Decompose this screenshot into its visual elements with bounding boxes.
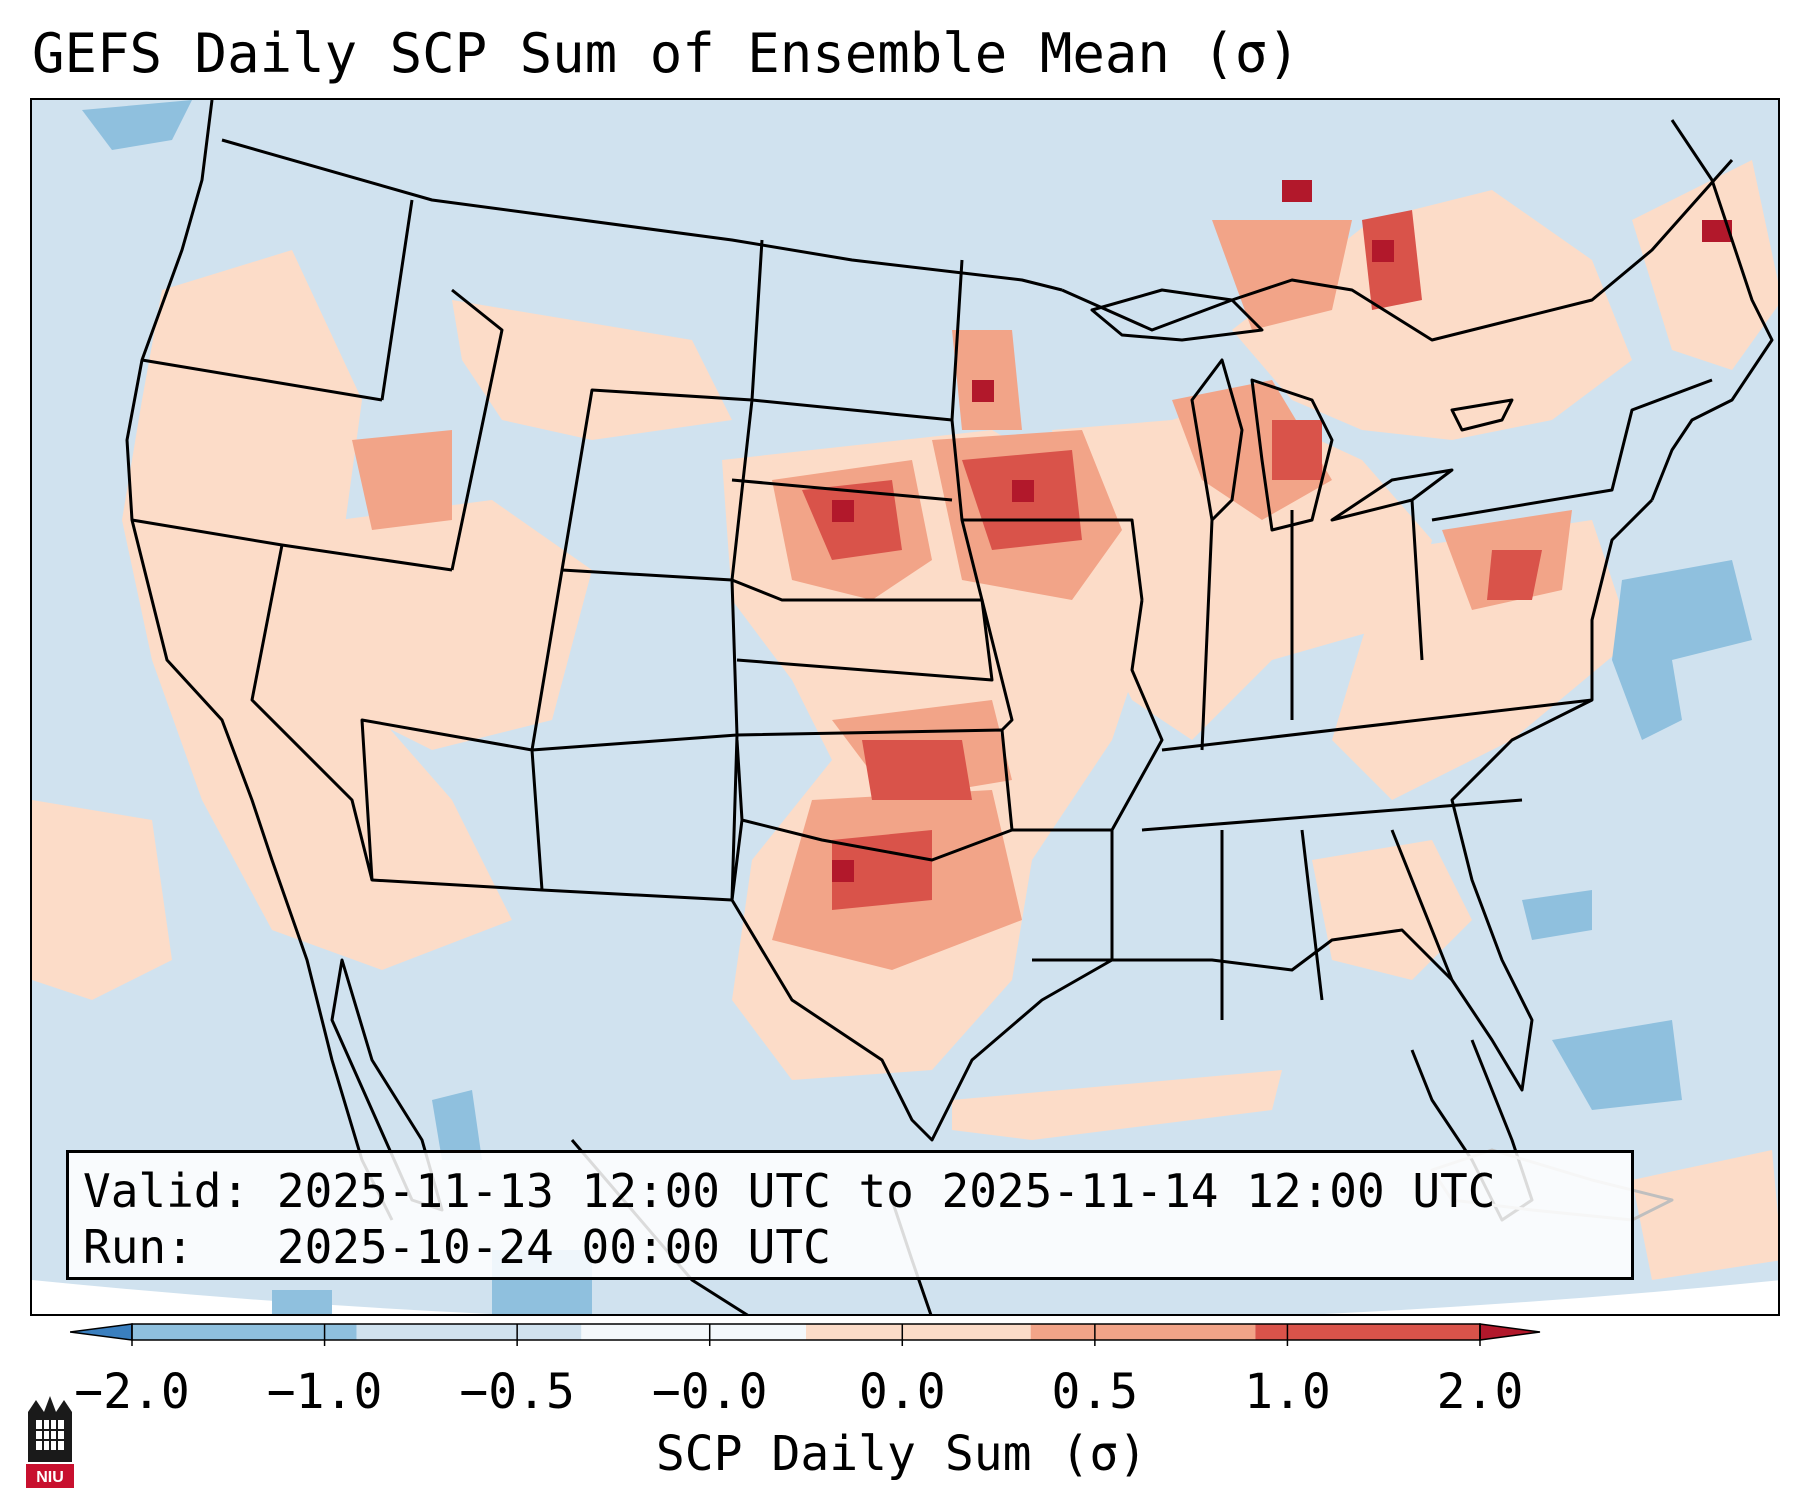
colorbar-segment — [132, 1324, 357, 1340]
colorbar-segment — [356, 1324, 582, 1340]
anomaly-area-midwest — [1052, 400, 1432, 740]
anomaly-cell — [972, 380, 994, 402]
anomaly-cell — [1282, 180, 1312, 202]
coast-northeast — [1650, 119, 1774, 501]
colorbar-segment — [1030, 1324, 1256, 1340]
boundaries — [125, 100, 1774, 1314]
validity-info-box: Valid: 2025-11-13 12:00 UTC to 2025-11-1… — [66, 1150, 1634, 1280]
state-nm-border — [531, 733, 739, 902]
colorbar-segment — [581, 1324, 806, 1340]
colorbar-tick-label: 0.0 — [858, 1364, 946, 1420]
coastline-west — [125, 100, 394, 1221]
colorbar-extend-low — [70, 1323, 133, 1341]
anomaly-area-atlantic — [1632, 1150, 1778, 1280]
anomaly-area-atlantic-neg3 — [1522, 890, 1592, 940]
anomaly-area-southeast — [1312, 840, 1472, 980]
gulf-coast — [1112, 498, 1654, 1092]
colorbar-tick-label: −0.5 — [459, 1364, 575, 1420]
anomaly-area-montana — [452, 300, 732, 440]
anomaly-area-pacific — [32, 800, 172, 1000]
anomaly-area-quebec — [1632, 160, 1778, 370]
lake-michigan — [1190, 358, 1244, 522]
anomaly-area-utah — [352, 430, 452, 530]
colorbar-extend-high — [1479, 1323, 1541, 1341]
lake-superior — [1090, 288, 1264, 342]
colorbar-tick-label: 1.0 — [1244, 1364, 1331, 1420]
state-ar-la — [1012, 828, 1112, 962]
run-label: Run: — [83, 1220, 194, 1274]
state-wa-or — [141, 358, 383, 402]
anomaly-area-michigan — [1172, 380, 1332, 520]
anomaly-area-atlantic-neg2 — [1552, 1020, 1682, 1110]
colorbar-tick-label: −1.0 — [266, 1364, 383, 1420]
anomaly-field — [32, 100, 1778, 1314]
state-ca-nv — [250, 544, 374, 881]
anomaly-area-greatbasin — [262, 500, 592, 750]
anomaly-area-pennsylvania-core — [1487, 550, 1542, 600]
valid-label: Valid: — [83, 1164, 250, 1218]
colorbar-segment — [806, 1324, 1031, 1340]
anomaly-cell — [1372, 240, 1394, 262]
colorbar-tick-label: 0.5 — [1051, 1364, 1139, 1420]
state-mississippi-river — [1110, 599, 1164, 960]
state-pa-ny — [1431, 378, 1713, 522]
colorbar-tick-label: −2.0 — [74, 1364, 190, 1420]
anomaly-area-gulf — [952, 1070, 1282, 1140]
valid-value: 2025-11-13 12:00 UTC to 2025-11-14 12:00… — [276, 1164, 1496, 1218]
state-idaho-montana — [380, 199, 504, 571]
anomaly-area-pacific-neg — [82, 100, 192, 150]
canada-border — [221, 138, 1063, 292]
run-value: 2025-10-24 00:00 UTC — [276, 1220, 831, 1274]
anomaly-area-michigan-core — [1272, 420, 1322, 480]
projection-edge — [32, 1280, 1778, 1314]
texas-outline — [730, 819, 1113, 1142]
niu-logo: NIU — [26, 1396, 74, 1488]
chart-title: GEFS Daily SCP Sum of Ensemble Mean (σ) — [32, 22, 1300, 85]
state-mn-ia-mo — [950, 419, 1144, 732]
anomaly-area-south-neg — [272, 1290, 332, 1314]
anomaly-area-ontario — [1212, 220, 1352, 330]
lake-michigan-lower — [1250, 378, 1334, 532]
anomaly-area-oklahoma-core — [832, 830, 932, 910]
colorbar-label: SCP Daily Sum (σ) — [655, 1426, 1148, 1482]
state-il-in-oh — [1200, 499, 1424, 751]
colorbar-segment — [1255, 1324, 1480, 1340]
scp-map — [32, 100, 1778, 1314]
state-ms-al-ga — [1220, 829, 1454, 1020]
lake-ontario — [1450, 398, 1514, 432]
map-panel — [30, 98, 1780, 1316]
anomaly-area-atlantic-neg1 — [1612, 560, 1752, 740]
colorbar-tick-label: −0.0 — [651, 1364, 768, 1420]
state-wy — [560, 388, 754, 581]
logo-text: NIU — [36, 1469, 64, 1486]
colorbar — [70, 1323, 1541, 1346]
anomaly-cell — [1702, 220, 1732, 242]
state-wy-co — [530, 568, 739, 751]
state-tn-ky — [1141, 698, 1593, 832]
anomaly-cell — [1012, 480, 1034, 502]
colorbar-tick-label: 2.0 — [1436, 1364, 1524, 1420]
anomaly-cell — [832, 500, 854, 522]
anomaly-area-kansas-core — [862, 740, 972, 800]
lake-erie — [1330, 468, 1454, 522]
anomaly-cell — [832, 860, 854, 882]
great-lakes-border — [1061, 159, 1734, 342]
anomaly-area-mexico-neg — [432, 1090, 482, 1160]
